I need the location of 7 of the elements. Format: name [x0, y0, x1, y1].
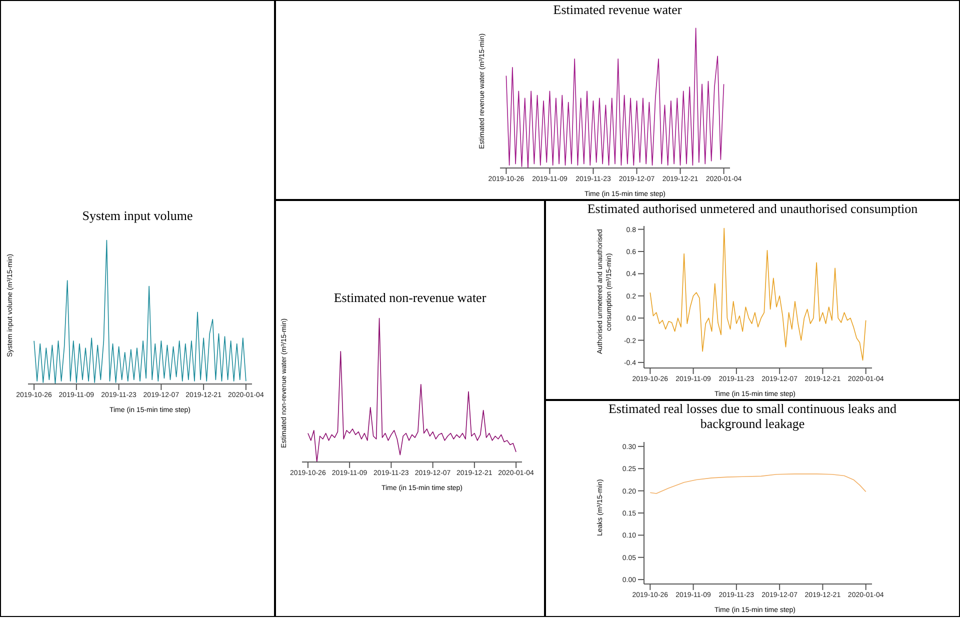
chart-title: Estimated revenue water: [552, 2, 683, 17]
line-series: [650, 228, 866, 361]
chart-title: Estimated authorised unmetered and unauthorised consumption: [586, 201, 919, 216]
chart-title: System input volume: [81, 208, 194, 223]
line-series: [650, 474, 866, 494]
chart-title: Estimated non-revenue water: [332, 290, 488, 305]
chart-title: Estimated real losses due to small continuous leaks and background leakage: [607, 401, 898, 431]
